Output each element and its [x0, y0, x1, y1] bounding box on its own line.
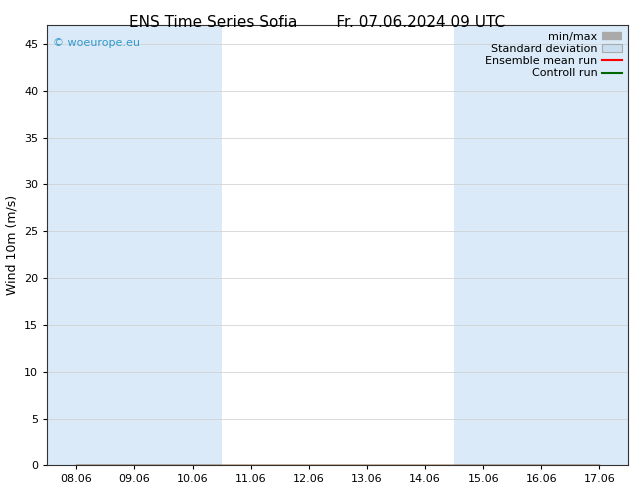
Y-axis label: Wind 10m (m/s): Wind 10m (m/s) [6, 195, 18, 295]
Bar [164, 25, 222, 465]
Bar [48, 25, 105, 465]
Bar [105, 25, 164, 465]
Bar [512, 25, 571, 465]
Bar [454, 25, 512, 465]
Legend: min/max, Standard deviation, Ensemble mean run, Controll run: min/max, Standard deviation, Ensemble me… [481, 27, 626, 83]
Text: ENS Time Series Sofia        Fr. 07.06.2024 09 UTC: ENS Time Series Sofia Fr. 07.06.2024 09 … [129, 15, 505, 30]
Text: © woeurope.eu: © woeurope.eu [53, 38, 140, 49]
Bar [571, 25, 628, 465]
